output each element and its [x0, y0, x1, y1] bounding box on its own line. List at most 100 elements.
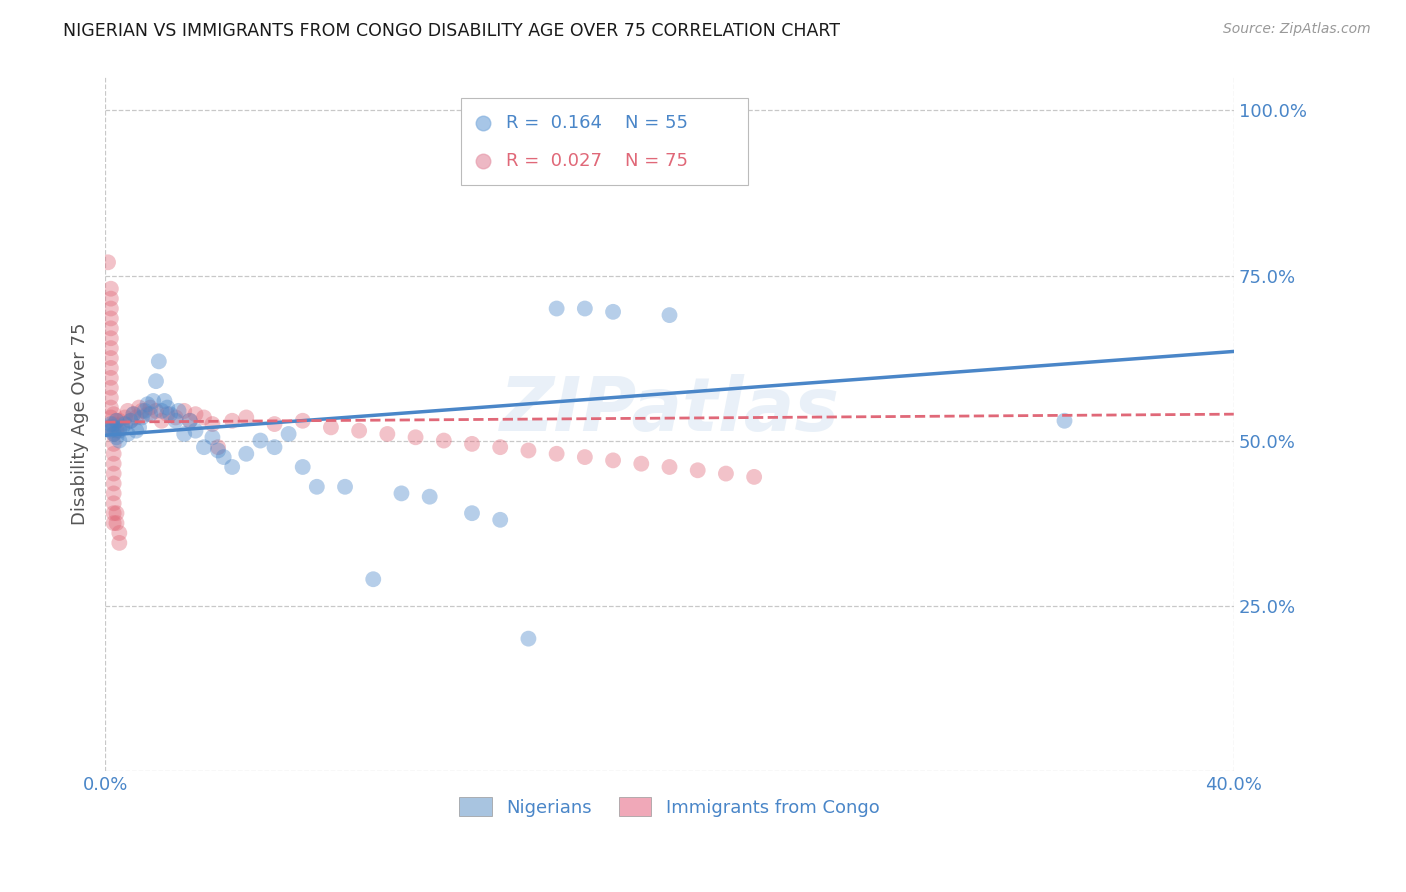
Point	[108, 424, 131, 438]
Point	[193, 410, 215, 425]
Point	[150, 404, 173, 418]
Point	[139, 401, 162, 415]
Point	[433, 434, 456, 448]
Point	[1053, 414, 1076, 428]
Point	[184, 424, 207, 438]
Point	[574, 450, 596, 464]
Point	[173, 404, 195, 418]
Point	[142, 394, 165, 409]
Point	[291, 460, 314, 475]
Point	[100, 420, 122, 434]
Point	[103, 427, 125, 442]
Point	[100, 417, 122, 431]
Point	[103, 447, 125, 461]
Point	[150, 414, 173, 428]
Point	[212, 450, 235, 464]
Point	[145, 404, 167, 418]
Point	[108, 526, 131, 541]
Point	[602, 453, 624, 467]
Point	[173, 427, 195, 442]
Point	[201, 417, 224, 431]
Point	[103, 417, 125, 431]
Point	[249, 434, 271, 448]
Point	[103, 437, 125, 451]
Point	[105, 430, 128, 444]
Point	[658, 460, 681, 475]
Point	[136, 397, 159, 411]
Point	[100, 311, 122, 326]
Point	[103, 516, 125, 530]
Point	[97, 420, 120, 434]
Point	[207, 443, 229, 458]
Point	[193, 440, 215, 454]
Point	[153, 394, 176, 409]
Point	[100, 360, 122, 375]
Point	[139, 407, 162, 421]
Point	[100, 351, 122, 365]
Point	[179, 414, 201, 428]
Point	[167, 404, 190, 418]
Point	[100, 341, 122, 355]
Point	[108, 414, 131, 428]
Point	[114, 410, 136, 425]
Point	[686, 463, 709, 477]
Point	[100, 331, 122, 345]
Point	[103, 506, 125, 520]
Point	[347, 424, 370, 438]
Point	[103, 486, 125, 500]
Y-axis label: Disability Age Over 75: Disability Age Over 75	[72, 323, 89, 525]
Point	[148, 354, 170, 368]
Point	[461, 437, 484, 451]
Point	[100, 401, 122, 415]
Point	[235, 447, 257, 461]
Point	[489, 513, 512, 527]
Point	[263, 417, 285, 431]
Point	[546, 447, 568, 461]
Point	[179, 414, 201, 428]
Point	[207, 440, 229, 454]
Point	[221, 460, 243, 475]
Point	[235, 410, 257, 425]
Point	[111, 420, 134, 434]
Point	[602, 305, 624, 319]
Point	[100, 391, 122, 405]
Point	[489, 440, 512, 454]
Point	[156, 401, 179, 415]
Point	[100, 381, 122, 395]
Point	[742, 470, 765, 484]
Point	[159, 407, 181, 421]
Point	[125, 410, 148, 425]
Point	[391, 486, 413, 500]
Point	[103, 476, 125, 491]
Point	[105, 506, 128, 520]
Point	[108, 434, 131, 448]
Point	[305, 480, 328, 494]
Point	[136, 407, 159, 421]
Point	[630, 457, 652, 471]
Point	[100, 321, 122, 335]
Point	[100, 282, 122, 296]
Point	[103, 407, 125, 421]
Point	[546, 301, 568, 316]
Point	[145, 374, 167, 388]
Point	[105, 414, 128, 428]
Point	[134, 404, 156, 418]
Point	[333, 480, 356, 494]
Point	[1039, 183, 1062, 197]
Point	[117, 404, 139, 418]
Point	[100, 292, 122, 306]
Point	[120, 414, 142, 428]
Point	[100, 371, 122, 385]
Point	[263, 440, 285, 454]
Point	[105, 424, 128, 438]
FancyBboxPatch shape	[461, 98, 748, 185]
Point	[125, 424, 148, 438]
Point	[122, 407, 145, 421]
Point	[574, 301, 596, 316]
Point	[658, 308, 681, 322]
Text: NIGERIAN VS IMMIGRANTS FROM CONGO DISABILITY AGE OVER 75 CORRELATION CHART: NIGERIAN VS IMMIGRANTS FROM CONGO DISABI…	[63, 22, 841, 40]
Point	[291, 414, 314, 428]
Point	[201, 430, 224, 444]
Text: ZIPatlas: ZIPatlas	[499, 374, 839, 447]
Point	[103, 420, 125, 434]
